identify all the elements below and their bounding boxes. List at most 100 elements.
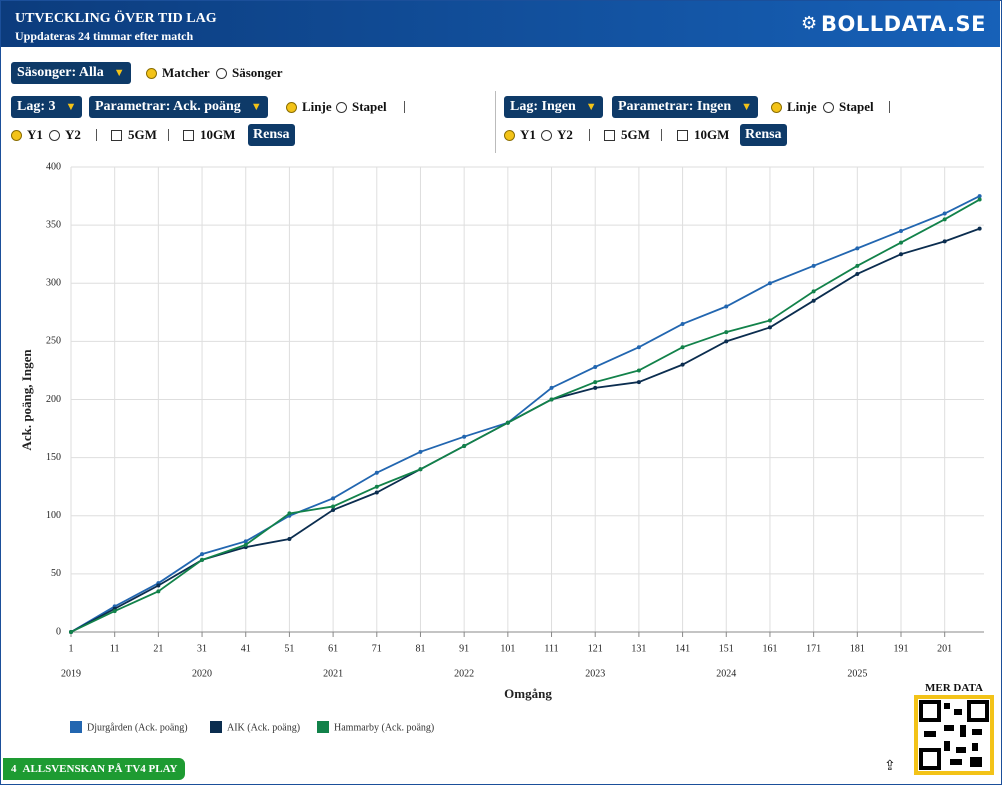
radio[interactable]: Linje bbox=[286, 96, 332, 118]
separator bbox=[589, 129, 590, 141]
checkbox[interactable]: 10GM bbox=[183, 124, 235, 146]
point bbox=[899, 240, 903, 245]
checkbox[interactable]: 10GM bbox=[677, 124, 729, 146]
header-title: UTVECKLING ÖVER TID LAG bbox=[15, 11, 217, 26]
label: Parametrar: Ingen bbox=[618, 99, 732, 114]
y-tick-label: 400 bbox=[46, 161, 61, 172]
label: Linje bbox=[787, 99, 817, 114]
point bbox=[977, 226, 982, 231]
point bbox=[593, 385, 598, 390]
channel: 4 bbox=[11, 763, 17, 775]
point bbox=[855, 263, 860, 268]
qr-pattern bbox=[918, 699, 990, 771]
point bbox=[899, 228, 903, 233]
checkbox[interactable]: 5GM bbox=[111, 124, 157, 146]
team-dropdown[interactable]: Lag: Ingen bbox=[504, 96, 603, 118]
label: 10GM bbox=[200, 127, 236, 142]
label: 10GM bbox=[694, 127, 730, 142]
point bbox=[287, 511, 292, 516]
promo-text: ALLSVENSKAN PÅ TV4 PLAY bbox=[22, 763, 178, 775]
header: UTVECKLING ÖVER TID LAG Uppdateras 24 ti… bbox=[1, 1, 1000, 47]
point bbox=[243, 539, 248, 544]
point bbox=[724, 304, 729, 309]
x-tick-label: 111 bbox=[544, 643, 558, 654]
point bbox=[549, 397, 554, 402]
point bbox=[942, 239, 947, 244]
point bbox=[636, 380, 641, 385]
label: 5GM bbox=[621, 127, 650, 142]
y-tick-label: 0 bbox=[56, 626, 61, 637]
x-tick-label: 81 bbox=[415, 643, 425, 654]
settings-icon[interactable]: ⚙ bbox=[801, 13, 818, 33]
label: Säsonger bbox=[232, 65, 283, 80]
label: Parametrar: Ack. poäng bbox=[95, 99, 241, 114]
radio[interactable]: Säsonger bbox=[216, 62, 283, 84]
point bbox=[636, 345, 641, 350]
x-tick-label: 11 bbox=[110, 643, 120, 654]
season-label: 2021 bbox=[323, 668, 343, 679]
team-dropdown[interactable]: Lag: 3 bbox=[11, 96, 83, 118]
parameter-dropdown[interactable]: Parametrar: Ack. poäng bbox=[89, 96, 268, 118]
radio[interactable]: Y2 bbox=[49, 124, 81, 146]
y-tick-label: 150 bbox=[46, 452, 61, 463]
legend-swatch bbox=[70, 721, 82, 733]
label: Stapel bbox=[839, 99, 874, 114]
point bbox=[287, 537, 292, 541]
separator bbox=[889, 101, 890, 113]
radio[interactable]: Y1 bbox=[11, 124, 43, 146]
point bbox=[243, 542, 248, 547]
x-tick-label: 191 bbox=[894, 643, 909, 654]
radio[interactable]: Stapel bbox=[336, 96, 387, 118]
radio[interactable]: Stapel bbox=[823, 96, 874, 118]
point bbox=[811, 289, 816, 294]
label: Lag: 3 bbox=[17, 99, 56, 114]
season-label: 2020 bbox=[192, 668, 212, 679]
point bbox=[724, 330, 729, 335]
x-tick-label: 41 bbox=[241, 643, 251, 654]
series-line bbox=[70, 227, 980, 633]
point bbox=[549, 385, 554, 390]
radio[interactable]: Y2 bbox=[541, 124, 573, 146]
point bbox=[942, 217, 947, 222]
point bbox=[112, 609, 117, 614]
point bbox=[636, 368, 641, 373]
point bbox=[855, 246, 860, 251]
x-tick-label: 1 bbox=[69, 643, 74, 654]
parameter-dropdown[interactable]: Parametrar: Ingen bbox=[612, 96, 759, 118]
point bbox=[200, 557, 205, 562]
radio[interactable]: Linje bbox=[771, 96, 817, 118]
brand[interactable]: BOLLDATA.SE bbox=[821, 12, 986, 36]
x-tick-label: 201 bbox=[937, 643, 952, 654]
point bbox=[374, 490, 379, 495]
point bbox=[767, 318, 772, 323]
separator bbox=[404, 101, 405, 113]
promo-banner[interactable]: 4 ALLSVENSKAN PÅ TV4 PLAY bbox=[3, 758, 186, 780]
share-icon[interactable]: ⇪ bbox=[884, 759, 896, 774]
point bbox=[942, 211, 947, 216]
qr-code[interactable] bbox=[914, 695, 994, 775]
point bbox=[331, 496, 336, 501]
legend-label: AIK (Ack. poäng) bbox=[227, 722, 300, 733]
season-label: 2019 bbox=[61, 668, 81, 679]
point bbox=[331, 507, 336, 512]
label: Rensa bbox=[253, 127, 290, 142]
header-subtitle: Uppdateras 24 timmar efter match bbox=[15, 29, 194, 43]
season-dropdown[interactable]: Säsonger: Alla bbox=[11, 62, 131, 84]
checkbox[interactable]: 5GM bbox=[604, 124, 650, 146]
series-line bbox=[70, 195, 981, 633]
point bbox=[593, 380, 598, 385]
x-tick-label: 21 bbox=[153, 643, 163, 654]
radio[interactable]: Matcher bbox=[146, 62, 210, 84]
x-tick-label: 71 bbox=[372, 643, 382, 654]
y-tick-label: 350 bbox=[46, 219, 61, 230]
clear-button[interactable]: Rensa bbox=[248, 124, 295, 146]
y-tick-label: 200 bbox=[46, 394, 61, 405]
radio[interactable]: Y1 bbox=[504, 124, 536, 146]
label: Lag: Ingen bbox=[510, 99, 576, 114]
point bbox=[69, 630, 73, 634]
point bbox=[899, 252, 903, 257]
x-tick-label: 171 bbox=[806, 643, 821, 654]
clear-button[interactable]: Rensa bbox=[740, 124, 787, 146]
season-label: 2024 bbox=[716, 668, 736, 679]
